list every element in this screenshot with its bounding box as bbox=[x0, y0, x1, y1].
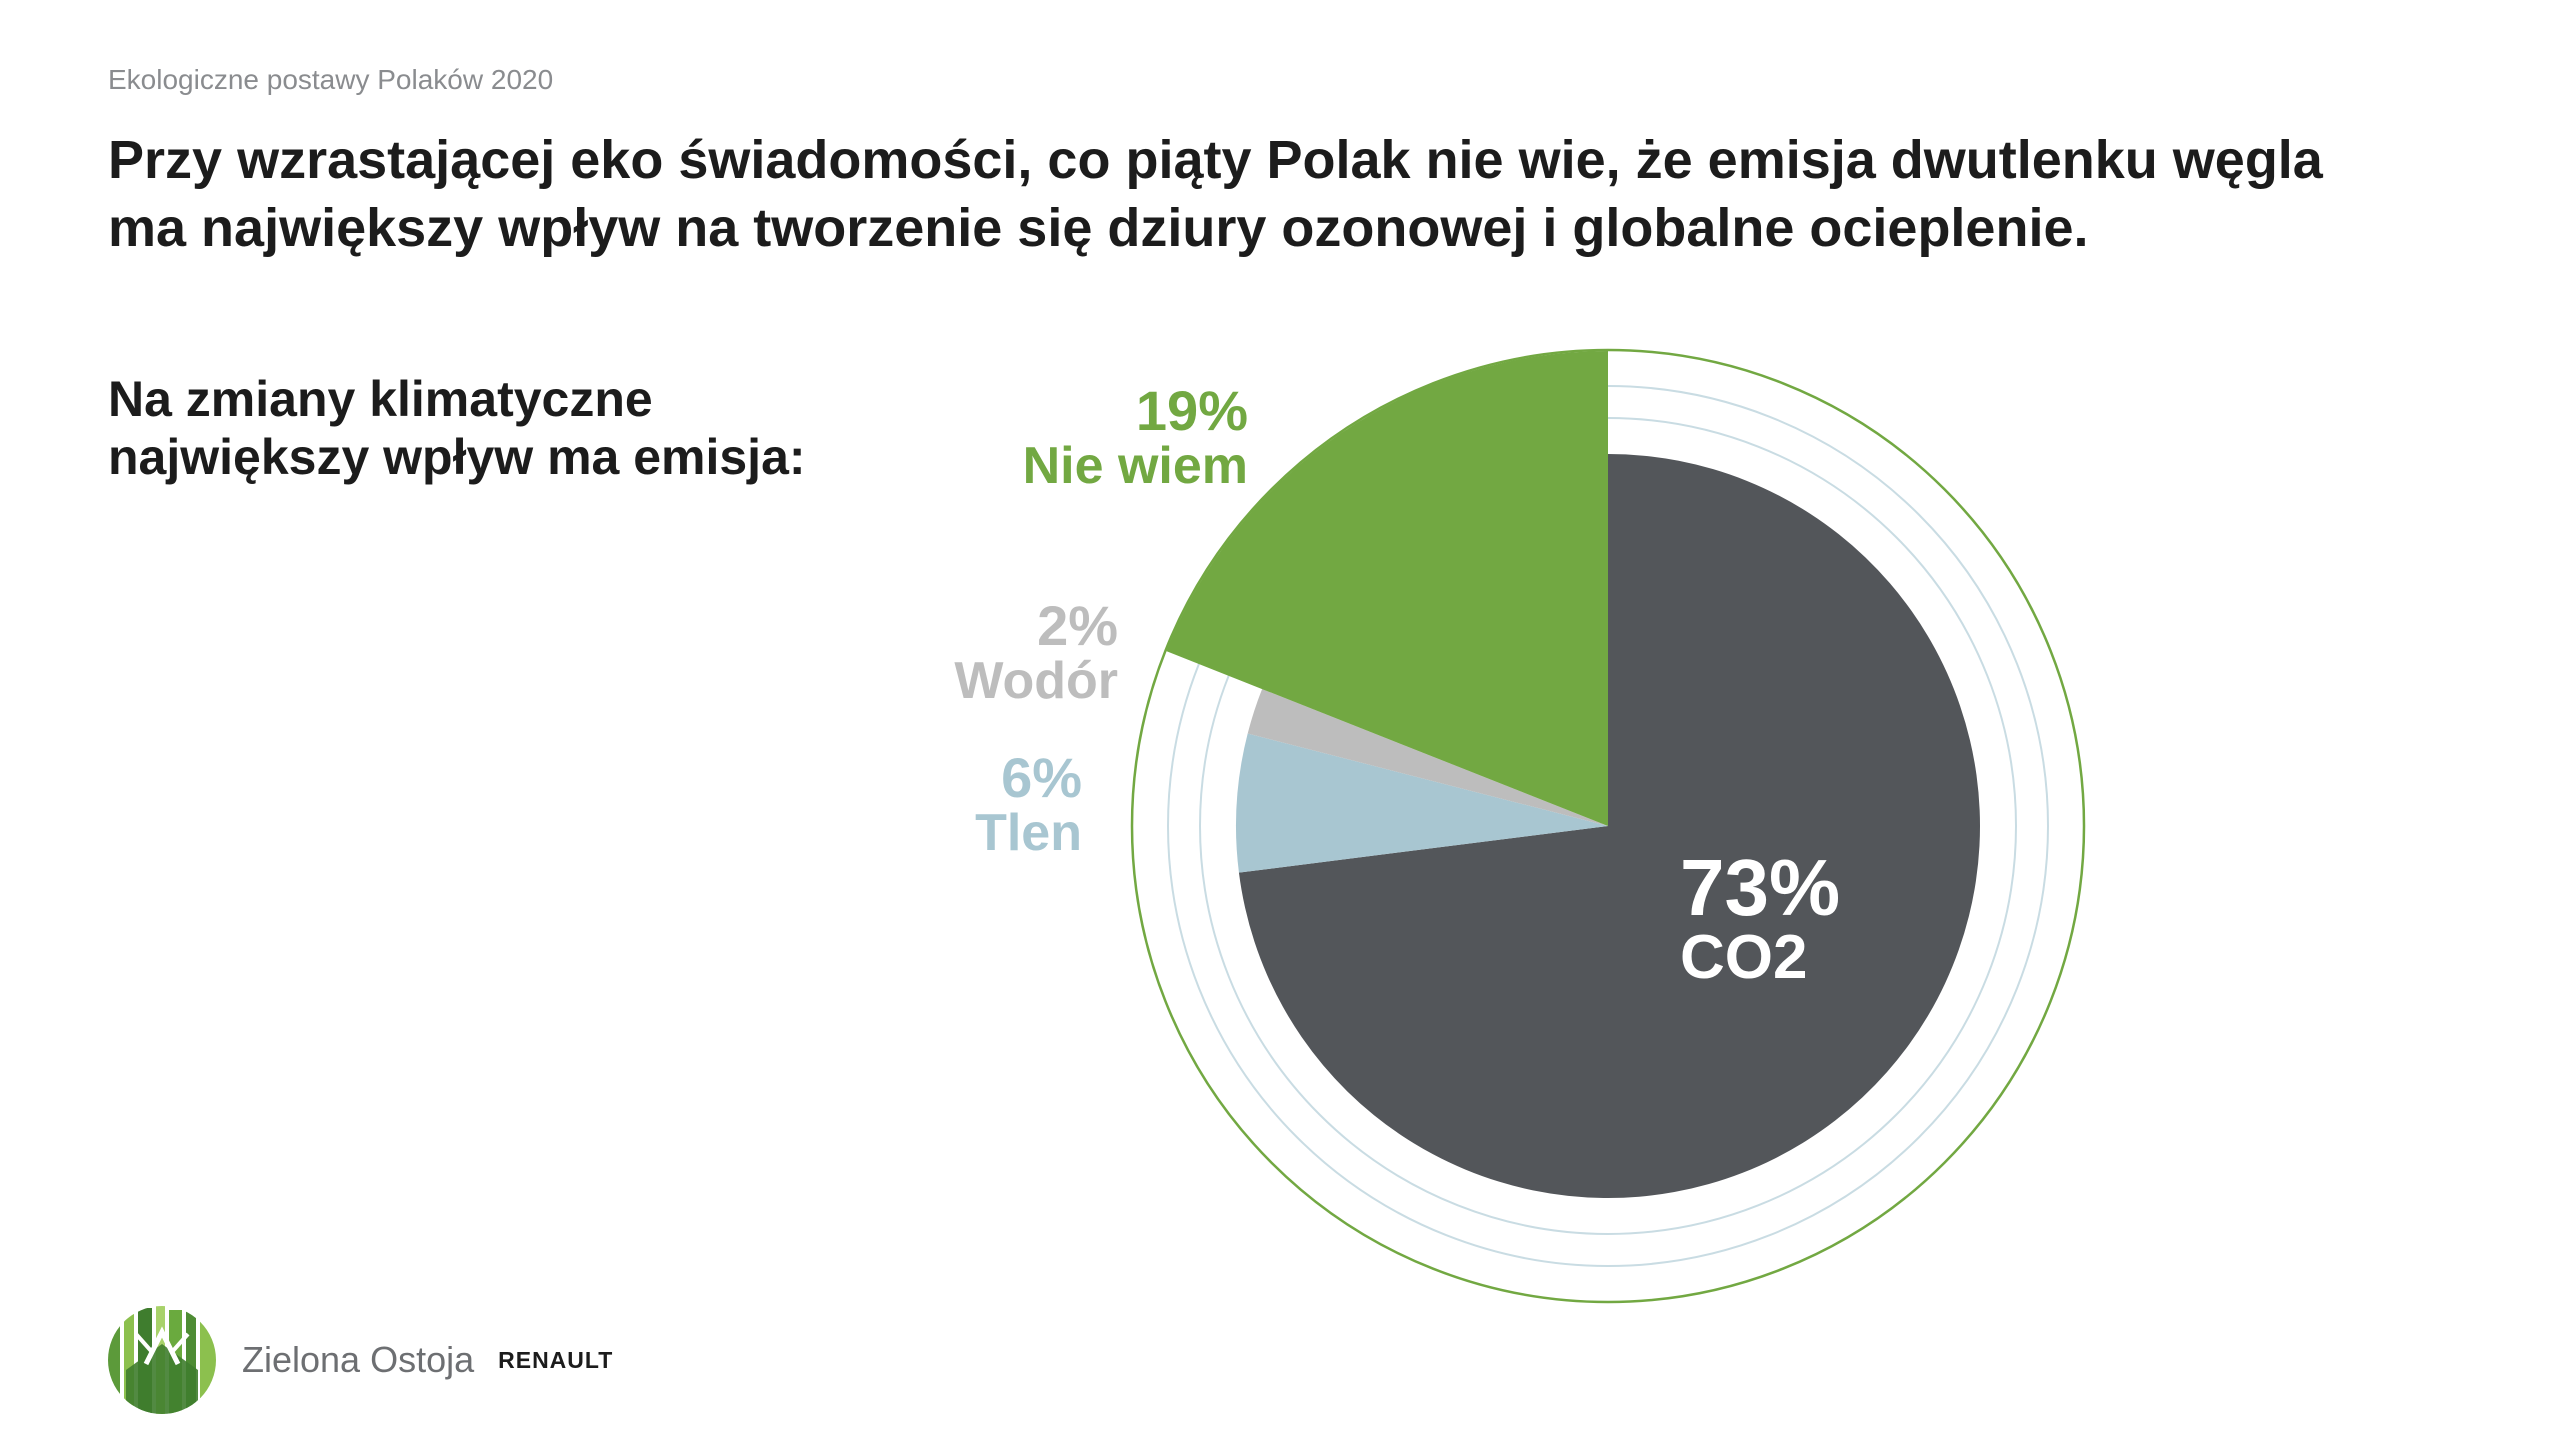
pie-slices bbox=[1166, 351, 1980, 1198]
brand-name: Zielona Ostoja bbox=[242, 1339, 475, 1380]
data-label-value: 73% bbox=[1680, 843, 1840, 932]
data-label-category: Tlen bbox=[975, 804, 1082, 862]
pie-slice-wodór bbox=[1247, 689, 1608, 826]
pie-slice-co2 bbox=[1238, 454, 1980, 1198]
pie-slice-nie-wiem bbox=[1166, 351, 1608, 826]
data-label-category: Wodór bbox=[954, 652, 1118, 710]
headline-line-1: Przy wzrastającej eko świadomości, co pi… bbox=[108, 130, 2323, 190]
pie-slice-tlen bbox=[1236, 733, 1608, 873]
data-label-category: CO2 bbox=[1680, 923, 1807, 992]
partner-logo-text: RENAULT bbox=[498, 1346, 614, 1373]
question-text: Na zmiany klimatyczne największy wpływ m… bbox=[108, 370, 806, 486]
supertitle: Ekologiczne postawy Polaków 2020 bbox=[108, 64, 554, 95]
decorative-ring bbox=[1130, 348, 2086, 1304]
data-label-value: 6% bbox=[1001, 746, 1082, 809]
data-label-category: Nie wiem bbox=[1023, 437, 1248, 495]
question-line-2: największy wpływ ma emisja: bbox=[108, 429, 806, 485]
headline-line-2: ma największy wpływ na tworzenie się dzi… bbox=[108, 198, 2089, 258]
data-label-value: 2% bbox=[1037, 594, 1118, 657]
headline: Przy wzrastającej eko świadomości, co pi… bbox=[108, 126, 2448, 262]
forest-logo-icon bbox=[108, 1306, 216, 1414]
question-line-1: Na zmiany klimatyczne bbox=[108, 371, 653, 427]
pie-labels: 73%CO2 6%Tlen 2%Wodór 19%Nie wiem bbox=[954, 379, 1840, 992]
footer: Zielona Ostoja RENAULT bbox=[106, 1302, 613, 1418]
data-label-value: 19% bbox=[1136, 379, 1248, 442]
